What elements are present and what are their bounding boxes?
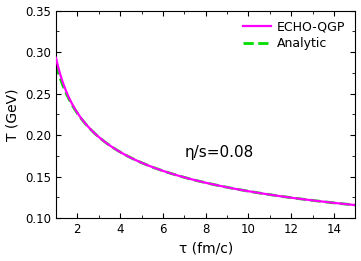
Analytic <box>345 203 349 206</box>
ECHO-QGP <box>54 56 58 60</box>
ECHO-QGP <box>345 203 349 206</box>
Analytic <box>290 196 294 199</box>
ECHO-QGP <box>199 180 204 183</box>
Y-axis label: T (GeV): T (GeV) <box>5 88 19 140</box>
Text: η/s=0.08: η/s=0.08 <box>184 145 253 160</box>
ECHO-QGP <box>344 203 349 206</box>
Analytic <box>199 180 204 183</box>
Analytic <box>69 102 73 105</box>
ECHO-QGP <box>191 178 196 181</box>
ECHO-QGP <box>69 101 73 104</box>
Legend: ECHO-QGP, Analytic: ECHO-QGP, Analytic <box>240 17 349 54</box>
Analytic <box>191 178 196 181</box>
Line: Analytic: Analytic <box>56 64 356 205</box>
X-axis label: τ (fm/c): τ (fm/c) <box>179 241 233 256</box>
Analytic <box>344 203 349 206</box>
ECHO-QGP <box>290 196 294 199</box>
Analytic <box>353 204 358 207</box>
Analytic <box>54 63 58 66</box>
ECHO-QGP <box>353 204 358 207</box>
Line: ECHO-QGP: ECHO-QGP <box>56 58 356 205</box>
